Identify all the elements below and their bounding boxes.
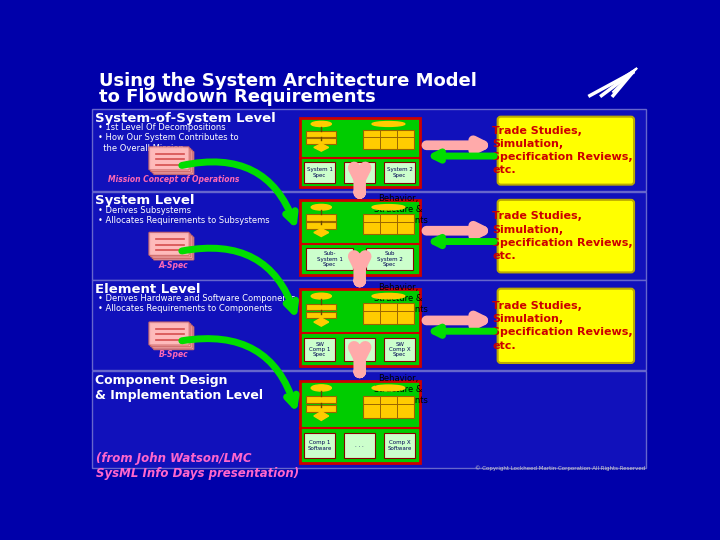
FancyBboxPatch shape — [150, 323, 191, 347]
Text: System-of-System Level: System-of-System Level — [96, 112, 276, 125]
FancyBboxPatch shape — [92, 280, 646, 370]
FancyBboxPatch shape — [152, 325, 192, 348]
FancyBboxPatch shape — [307, 312, 336, 319]
FancyBboxPatch shape — [300, 289, 420, 366]
Text: Trade Studies,
Simulation,
Specification Reviews,
etc.: Trade Studies, Simulation, Specification… — [492, 126, 633, 176]
FancyBboxPatch shape — [300, 381, 420, 463]
FancyBboxPatch shape — [304, 338, 336, 361]
Text: • Derives Hardware and Software Components: • Derives Hardware and Software Componen… — [98, 294, 295, 303]
Ellipse shape — [372, 205, 405, 210]
FancyBboxPatch shape — [92, 110, 646, 191]
Text: System 1
Spec: System 1 Spec — [307, 167, 333, 178]
FancyBboxPatch shape — [344, 338, 375, 361]
FancyBboxPatch shape — [363, 395, 414, 418]
Text: . . .: . . . — [356, 443, 364, 448]
FancyBboxPatch shape — [344, 162, 375, 183]
FancyBboxPatch shape — [307, 214, 336, 221]
Ellipse shape — [311, 122, 331, 126]
Text: • 1st Level Of Decompositions: • 1st Level Of Decompositions — [98, 123, 225, 132]
FancyBboxPatch shape — [150, 234, 191, 257]
Text: Comp X
Software: Comp X Software — [387, 440, 412, 451]
FancyBboxPatch shape — [152, 235, 192, 259]
Text: Mission Concept of Operations: Mission Concept of Operations — [108, 176, 239, 184]
FancyBboxPatch shape — [307, 303, 336, 310]
FancyBboxPatch shape — [498, 200, 634, 272]
Text: SW
Comp 1
Spec: SW Comp 1 Spec — [309, 342, 330, 357]
FancyBboxPatch shape — [304, 162, 336, 183]
Text: • Allocates Requirements to Subsystems: • Allocates Requirements to Subsystems — [98, 215, 269, 225]
Text: Behavior,
Structure &
Requirements: Behavior, Structure & Requirements — [369, 283, 428, 314]
FancyBboxPatch shape — [363, 303, 414, 323]
FancyBboxPatch shape — [306, 248, 353, 271]
FancyBboxPatch shape — [150, 148, 191, 171]
FancyBboxPatch shape — [384, 433, 415, 458]
Ellipse shape — [372, 122, 405, 126]
FancyBboxPatch shape — [384, 162, 415, 183]
Text: . . .: . . . — [356, 347, 364, 352]
Text: Element Level: Element Level — [96, 283, 201, 296]
Ellipse shape — [311, 293, 331, 299]
Text: B-Spec: B-Spec — [159, 350, 189, 360]
Ellipse shape — [311, 385, 331, 391]
Text: Behavior,
Structure &
Requirements: Behavior, Structure & Requirements — [369, 374, 428, 405]
FancyBboxPatch shape — [307, 222, 336, 229]
Text: System Level: System Level — [96, 194, 195, 207]
Text: to Flowdown Requirements: to Flowdown Requirements — [99, 88, 376, 106]
FancyBboxPatch shape — [498, 289, 634, 363]
Text: • Allocates Requirements to Components: • Allocates Requirements to Components — [98, 304, 272, 313]
FancyBboxPatch shape — [498, 117, 634, 185]
Text: Trade Studies,
Simulation,
Specification Reviews,
etc.: Trade Studies, Simulation, Specification… — [492, 301, 633, 350]
Text: . . . . .: . . . . . — [352, 170, 368, 175]
FancyBboxPatch shape — [300, 118, 420, 187]
FancyBboxPatch shape — [344, 433, 375, 458]
Text: © Copyright Lockheed Martin Corporation All Rights Reserved: © Copyright Lockheed Martin Corporation … — [474, 465, 645, 471]
Text: Comp 1
Software: Comp 1 Software — [307, 440, 332, 451]
Text: Behavior,
Structure &
Requirements: Behavior, Structure & Requirements — [369, 194, 428, 225]
FancyBboxPatch shape — [153, 327, 194, 350]
Polygon shape — [314, 318, 328, 326]
FancyBboxPatch shape — [153, 237, 194, 260]
FancyBboxPatch shape — [307, 396, 336, 403]
Ellipse shape — [311, 205, 331, 210]
FancyBboxPatch shape — [384, 338, 415, 361]
FancyBboxPatch shape — [149, 147, 189, 170]
FancyBboxPatch shape — [307, 131, 336, 137]
FancyBboxPatch shape — [92, 192, 646, 280]
FancyBboxPatch shape — [149, 232, 189, 255]
Text: Using the System Architecture Model: Using the System Architecture Model — [99, 72, 477, 91]
Text: Component Design
& Implementation Level: Component Design & Implementation Level — [96, 374, 264, 402]
Text: (from John Watson/LMC
SysML Info Days presentation): (from John Watson/LMC SysML Info Days pr… — [96, 452, 300, 480]
Polygon shape — [314, 144, 328, 151]
FancyBboxPatch shape — [149, 322, 189, 345]
Text: A-Spec: A-Spec — [159, 261, 189, 270]
FancyBboxPatch shape — [363, 214, 414, 234]
FancyBboxPatch shape — [304, 433, 336, 458]
FancyBboxPatch shape — [307, 138, 336, 144]
FancyBboxPatch shape — [300, 200, 420, 275]
FancyBboxPatch shape — [363, 130, 414, 149]
Text: • Derives Subsystems: • Derives Subsystems — [98, 206, 191, 215]
Polygon shape — [314, 228, 328, 237]
Text: System 2
Spec: System 2 Spec — [387, 167, 413, 178]
Text: SW
Comp X
Spec: SW Comp X Spec — [389, 342, 410, 357]
Ellipse shape — [372, 385, 405, 391]
Polygon shape — [314, 411, 328, 421]
FancyBboxPatch shape — [366, 248, 413, 271]
Text: Sub
System 2
Spec: Sub System 2 Spec — [377, 251, 402, 267]
Text: Sub-
System 1
Spec: Sub- System 1 Spec — [317, 251, 343, 267]
FancyBboxPatch shape — [153, 151, 194, 174]
FancyBboxPatch shape — [307, 405, 336, 412]
FancyBboxPatch shape — [152, 150, 192, 173]
Ellipse shape — [372, 293, 405, 299]
Text: Trade Studies,
Simulation,
Specification Reviews,
etc.: Trade Studies, Simulation, Specification… — [492, 211, 633, 261]
FancyBboxPatch shape — [92, 372, 646, 468]
Text: • How Our System Contributes to
  the Overall Mission: • How Our System Contributes to the Over… — [98, 133, 238, 153]
